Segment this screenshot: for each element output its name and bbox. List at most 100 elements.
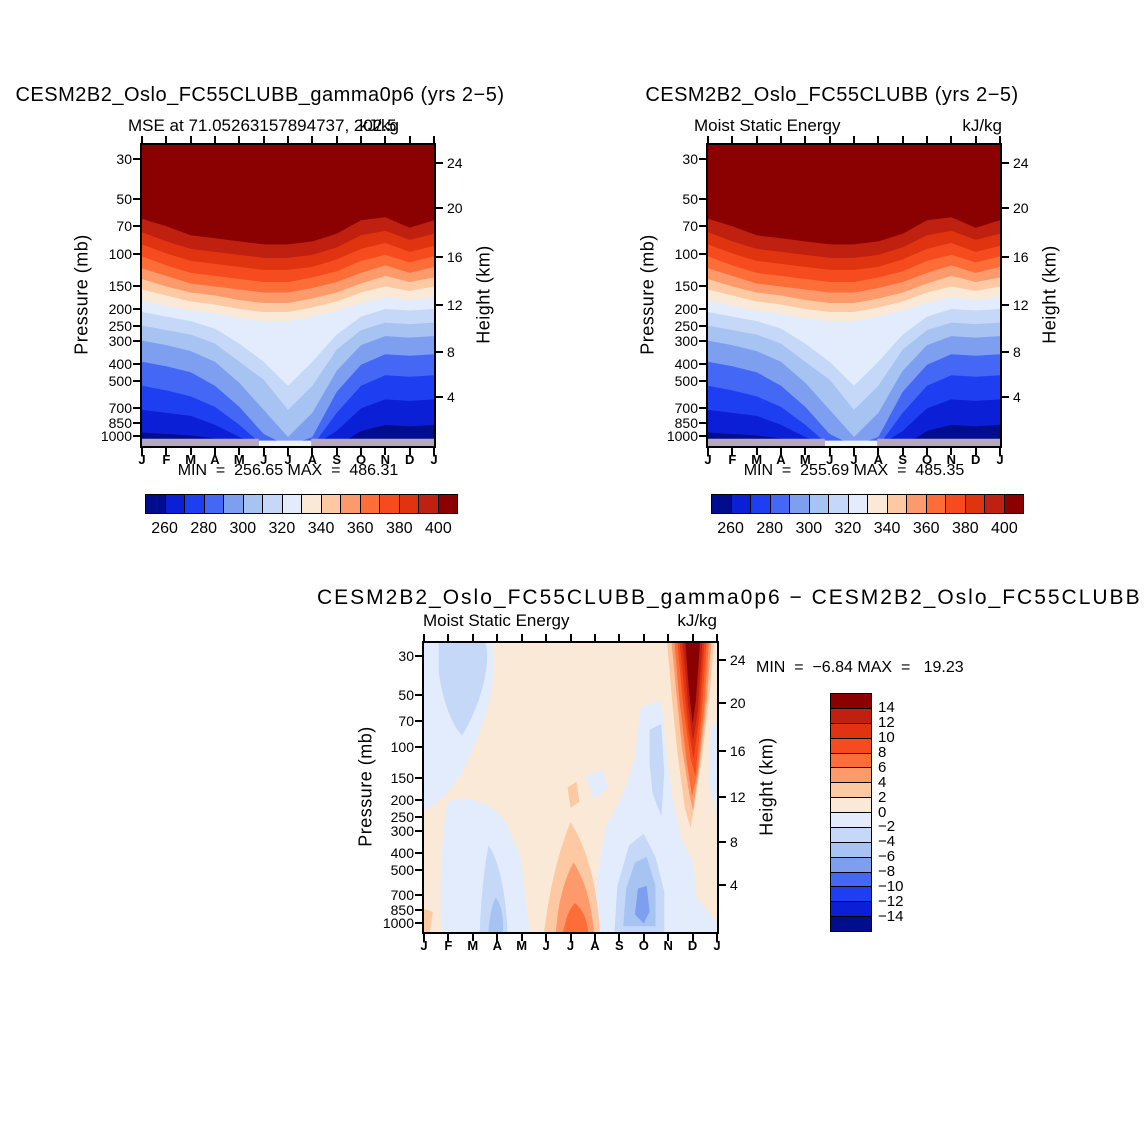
axis-tick <box>1002 351 1009 354</box>
colorbar-tick-label: 400 <box>991 520 1018 537</box>
colorbar-swatch <box>830 871 872 888</box>
colorbar-swatch <box>750 494 771 514</box>
axis-tick <box>593 634 596 641</box>
colorbar-tick-label: −2 <box>878 818 896 836</box>
height-tick-label: 24 <box>1013 155 1029 172</box>
axis-tick <box>433 448 435 455</box>
colorbar-swatch <box>164 494 185 514</box>
axis-tick <box>699 252 706 255</box>
axis-tick <box>719 702 726 705</box>
colorbar-swatch <box>906 494 927 514</box>
axis-tick <box>471 634 474 641</box>
axis-tick <box>214 448 216 455</box>
colorbar-swatch <box>964 494 985 514</box>
colorbar-top-right <box>711 494 1024 514</box>
axis-tick <box>1002 256 1009 258</box>
axis-tick <box>593 934 596 941</box>
colorbar-swatch <box>184 494 205 514</box>
pressure-tick-label: 50 <box>398 686 414 703</box>
panel-title-difference: CESM2B2_Oslo_FC55CLUBB_gamma0p6 − CESM2B… <box>317 586 1142 609</box>
month-tick-label: M <box>185 452 197 467</box>
axis-tick <box>950 136 953 143</box>
axis-tick <box>214 136 216 143</box>
axis-tick <box>699 157 706 160</box>
contour-plot-top-right <box>706 143 1002 448</box>
axis-tick <box>436 304 443 307</box>
axis-tick <box>719 795 726 798</box>
pressure-tick-label: 50 <box>682 190 698 207</box>
axis-tick <box>901 136 904 143</box>
colorbar-labels-top-left: 260 280 300 320 340 360 380 400 <box>145 520 458 540</box>
colorbar-swatch <box>847 494 868 514</box>
axis-tick <box>436 256 443 258</box>
pressure-tick-label: 30 <box>682 150 698 167</box>
pressure-tick-label: 250 <box>390 809 414 825</box>
pressure-tick-label: 150 <box>108 277 132 294</box>
colorbar-tick-label: 280 <box>190 520 218 537</box>
height-tick-label: 8 <box>1013 344 1021 361</box>
pressure-tick-label: 50 <box>116 190 132 207</box>
pressure-tick-label: 200 <box>674 300 698 317</box>
colorbar-tick-label: 8 <box>878 743 887 761</box>
axis-tick <box>360 448 362 455</box>
axis-tick <box>165 136 168 143</box>
axis-tick <box>238 448 241 455</box>
month-tick-label: F <box>444 938 453 953</box>
axis-tick <box>415 655 422 657</box>
month-tick-label: N <box>946 452 956 467</box>
axis-tick <box>262 136 265 143</box>
colorbar-tick-label: 320 <box>834 520 862 537</box>
month-tick-label: S <box>332 452 342 467</box>
axis-tick <box>408 136 411 143</box>
axis-tick <box>731 448 734 455</box>
axis-tick <box>719 840 726 843</box>
pressure-tick-label: 100 <box>674 245 698 262</box>
axis-tick <box>667 634 670 641</box>
colorbar-swatch <box>203 494 224 514</box>
pressure-tick-label: 400 <box>108 355 132 372</box>
colorbar-swatch <box>830 797 872 813</box>
month-tick-label: O <box>355 452 367 467</box>
colorbar-swatch <box>830 693 872 709</box>
colorbar-swatch <box>830 812 872 828</box>
month-tick-label: N <box>380 452 390 467</box>
axis-tick <box>926 448 928 455</box>
axis-tick <box>408 448 411 455</box>
axis-tick <box>828 448 831 455</box>
colorbar-labels-difference: 14 12 10 8 6 4 2 0 −2 −4 −6 −8 −10 −12 −14 <box>878 693 922 932</box>
axis-tick <box>133 197 140 200</box>
minmax-top-left: MIN = 256.65 MAX = 486.31 <box>177 462 399 479</box>
axis-tick <box>569 934 572 941</box>
minmax-difference: MIN = −6.84 MAX = 19.23 <box>756 659 964 676</box>
panel-title-top-right: CESM2B2_Oslo_FC55CLUBB (yrs 2−5) <box>645 84 1019 106</box>
month-tick-label: A <box>307 452 317 467</box>
colorbar-top-left <box>145 494 458 514</box>
colorbar-tick-label: 340 <box>873 520 901 537</box>
axis-tick <box>436 395 443 398</box>
axis-tick <box>496 634 499 641</box>
colorbar-tick-label: −12 <box>878 893 904 911</box>
colorbar-tick-label: 340 <box>307 520 335 537</box>
colorbar-swatch <box>945 494 966 514</box>
axis-tick <box>415 868 422 871</box>
axis-tick <box>877 136 880 143</box>
colorbar-tick-label: 4 <box>878 773 887 791</box>
month-tick-label: J <box>260 452 268 467</box>
month-tick-label: N <box>663 938 673 953</box>
axis-tick <box>901 448 904 455</box>
colorbar-tick-label: 10 <box>878 728 895 746</box>
pressure-tick-label: 70 <box>116 217 132 234</box>
height-tick-label: 20 <box>730 695 746 712</box>
axis-tick <box>311 448 314 455</box>
colorbar-swatch <box>320 494 341 514</box>
colorbar-tick-label: 360 <box>912 520 940 537</box>
axis-tick <box>719 749 726 752</box>
axis-tick <box>335 448 338 455</box>
colorbar-swatch <box>830 767 872 784</box>
pressure-tick-label: 1000 <box>382 914 414 931</box>
axis-tick <box>133 422 140 425</box>
minmax-top-right: MIN = 255.69 MAX = 485.35 <box>743 462 965 479</box>
axis-tick <box>133 157 140 160</box>
colorbar-tick-label: −4 <box>878 833 896 851</box>
